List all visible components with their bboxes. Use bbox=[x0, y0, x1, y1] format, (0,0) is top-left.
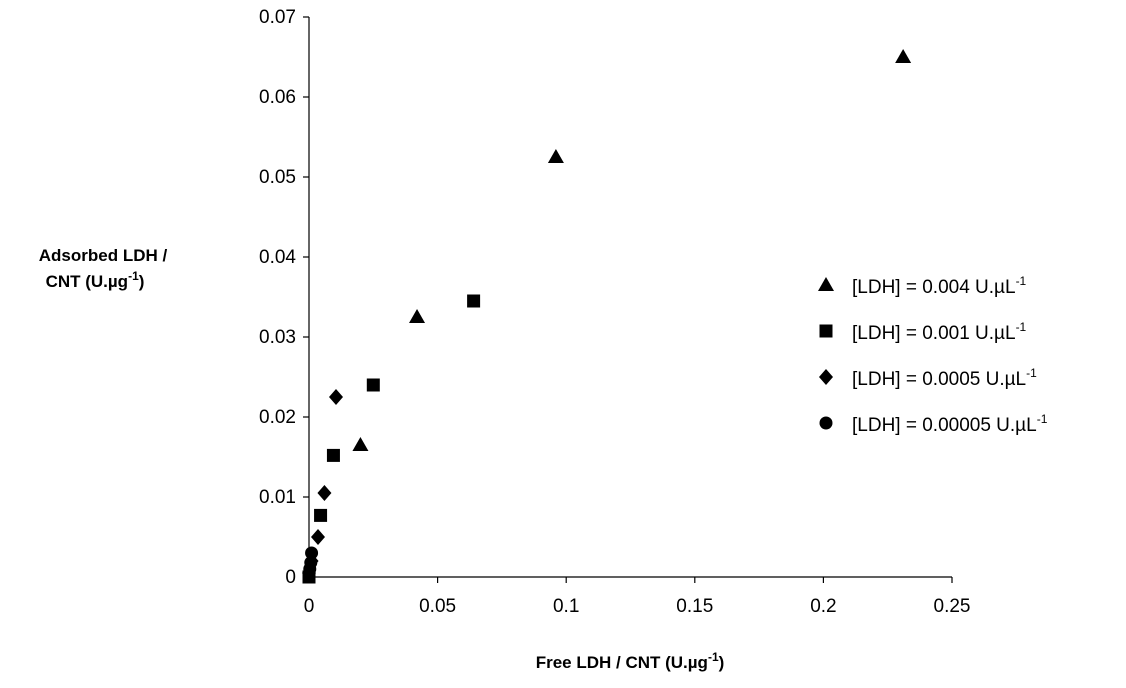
y-tick-label: 0.01 bbox=[259, 487, 296, 508]
legend-item: [LDH] = 0.0005 U.µL-1 bbox=[819, 366, 1037, 390]
y-tick-label: 0 bbox=[285, 567, 296, 588]
circle-data-point bbox=[304, 556, 318, 570]
y-axis-title-line1: Adsorbed LDH / bbox=[39, 246, 168, 265]
y-ticks: 0 0.01 0.02 0.03 0.04 0.05 0.06 0.07 bbox=[259, 7, 309, 588]
legend: [LDH] = 0.004 U.µL-1 [LDH] = 0.001 U.µL-1… bbox=[818, 274, 1048, 436]
y-tick-label: 0.03 bbox=[259, 327, 296, 348]
triangle-data-point bbox=[547, 149, 564, 163]
y-tick-label: 0.06 bbox=[259, 87, 296, 108]
triangle-data-point bbox=[409, 309, 426, 323]
diamond-data-point bbox=[311, 529, 326, 545]
triangle-data-point bbox=[895, 49, 912, 63]
triangle-data-point bbox=[352, 437, 369, 451]
legend-item: [LDH] = 0.004 U.µL-1 bbox=[818, 274, 1027, 298]
legend-label: [LDH] = 0.0005 U.µL-1 bbox=[852, 366, 1037, 390]
square-data-point bbox=[366, 378, 380, 392]
legend-item: [LDH] = 0.00005 U.µL-1 bbox=[819, 412, 1048, 436]
x-tick-label: 0 bbox=[304, 596, 315, 617]
legend-label: [LDH] = 0.00005 U.µL-1 bbox=[852, 412, 1048, 436]
legend-diamond-marker bbox=[819, 369, 833, 385]
x-tick-label: 0.25 bbox=[934, 596, 971, 617]
legend-label: [LDH] = 0.001 U.µL-1 bbox=[852, 320, 1027, 344]
square-data-point bbox=[314, 508, 328, 522]
legend-square-marker bbox=[819, 324, 833, 338]
x-tick-label: 0.2 bbox=[810, 596, 836, 617]
x-ticks: 0 0.05 0.1 0.15 0.2 0.25 bbox=[304, 577, 971, 617]
y-tick-label: 0.05 bbox=[259, 167, 296, 188]
legend-item: [LDH] = 0.001 U.µL-1 bbox=[819, 320, 1027, 344]
x-tick-label: 0.1 bbox=[553, 596, 579, 617]
legend-triangle-marker bbox=[818, 277, 834, 291]
y-tick-label: 0.04 bbox=[259, 247, 296, 268]
square-data-point bbox=[326, 448, 340, 462]
y-tick-label: 0.07 bbox=[259, 7, 296, 28]
y-tick-label: 0.02 bbox=[259, 407, 296, 428]
axes: 0 0.01 0.02 0.03 0.04 0.05 0.06 0.07 0 0.05 0.1 0.… bbox=[259, 7, 970, 617]
x-tick-label: 0.15 bbox=[676, 596, 713, 617]
x-tick-label: 0.05 bbox=[419, 596, 456, 617]
legend-label: [LDH] = 0.004 U.µL-1 bbox=[852, 274, 1027, 298]
diamond-data-point bbox=[317, 485, 332, 501]
square-data-point bbox=[467, 294, 481, 308]
x-axis-title: Free LDH / CNT (U.µg-1) bbox=[536, 650, 725, 672]
y-axis-title-line2: CNT (U.µg-1) bbox=[46, 269, 145, 291]
legend-circle-marker bbox=[819, 416, 833, 430]
data-points bbox=[302, 49, 912, 584]
y-axis-title: Adsorbed LDH / CNT (U.µg-1) bbox=[39, 246, 168, 291]
diamond-data-point bbox=[329, 389, 344, 405]
circle-data-point bbox=[305, 546, 319, 560]
